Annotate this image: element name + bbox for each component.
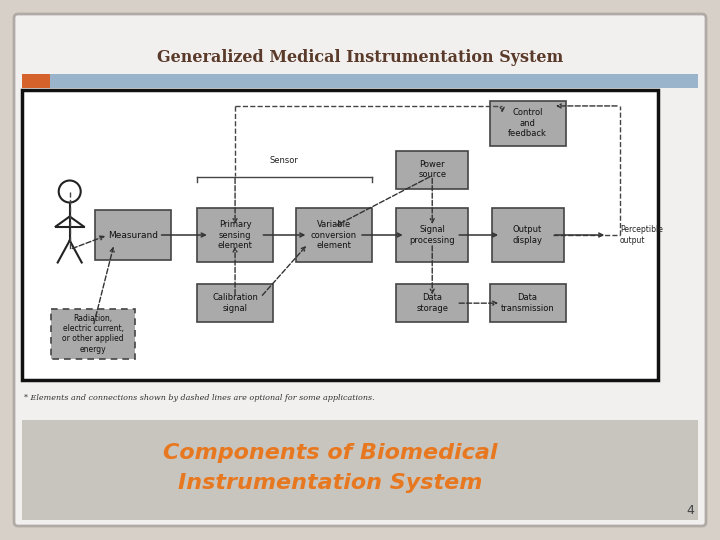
Bar <box>22 90 658 380</box>
Bar <box>22 420 698 520</box>
Text: Data
storage: Data storage <box>416 293 449 313</box>
Text: Data
transmission: Data transmission <box>500 293 554 313</box>
Text: Instrumentation System: Instrumentation System <box>178 473 482 493</box>
Text: 4: 4 <box>686 503 694 516</box>
Bar <box>492 208 564 262</box>
Bar <box>197 208 273 262</box>
Text: Control
and
feedback: Control and feedback <box>508 109 547 138</box>
Bar <box>296 208 372 262</box>
Bar <box>51 308 135 359</box>
Bar <box>197 284 273 322</box>
Bar <box>396 208 468 262</box>
Bar <box>396 284 468 322</box>
Text: Sensor: Sensor <box>270 157 299 165</box>
Bar <box>95 210 171 260</box>
Text: Measurand: Measurand <box>108 231 158 240</box>
Bar <box>490 284 566 322</box>
Text: * Elements and connections shown by dashed lines are optional for some applicati: * Elements and connections shown by dash… <box>24 394 374 402</box>
Text: Components of Biomedical: Components of Biomedical <box>163 443 498 463</box>
Text: Power
source: Power source <box>418 160 446 179</box>
Bar <box>50 74 698 88</box>
Text: Radiation,
electric current,
or other applied
energy: Radiation, electric current, or other ap… <box>63 314 124 354</box>
Text: Perceptible
output: Perceptible output <box>620 225 662 245</box>
Text: Primary
sensing
element: Primary sensing element <box>217 220 253 250</box>
Bar <box>396 151 468 189</box>
Text: Generalized Medical Instrumentation System: Generalized Medical Instrumentation Syst… <box>157 50 563 66</box>
Bar <box>22 74 50 88</box>
Text: Variable
conversion
element: Variable conversion element <box>310 220 356 250</box>
Text: Signal
processing: Signal processing <box>410 225 455 245</box>
FancyBboxPatch shape <box>14 14 706 526</box>
Text: Output
display: Output display <box>513 225 543 245</box>
Text: Calibration
signal: Calibration signal <box>212 293 258 313</box>
Bar <box>490 101 566 146</box>
